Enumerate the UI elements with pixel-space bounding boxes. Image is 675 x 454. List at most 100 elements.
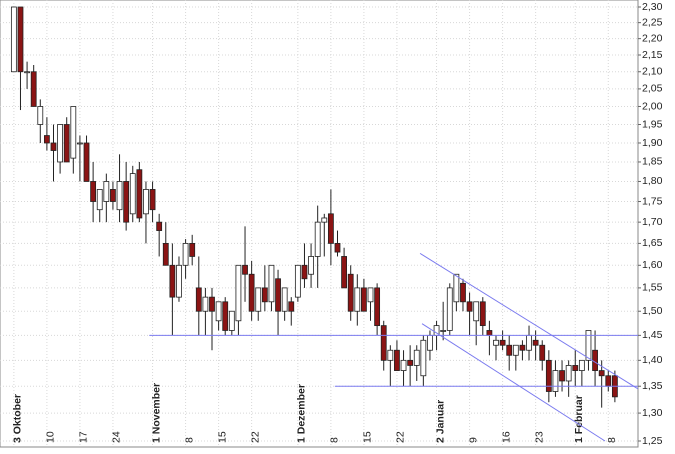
x-tick-label: 1 Februar: [573, 395, 585, 443]
candle-body: [149, 189, 156, 211]
candle-body: [559, 370, 565, 382]
candle-body: [50, 142, 57, 151]
candle-body: [479, 301, 486, 327]
candle-body: [63, 124, 70, 163]
candle-body: [453, 273, 460, 303]
candle-body: [413, 349, 420, 366]
candle-body: [473, 301, 480, 322]
y-tick-label: 1,55: [642, 282, 663, 294]
candle-body: [294, 264, 301, 298]
candle-body: [10, 6, 17, 73]
y-tick-label: 1,65: [642, 237, 663, 249]
candle-body: [90, 181, 97, 202]
candle-body: [347, 273, 354, 312]
candle-body: [162, 242, 169, 266]
candle-body: [572, 365, 579, 371]
candle-body: [136, 169, 143, 219]
candle-body: [526, 334, 532, 351]
y-tick-label: 1,25: [642, 435, 663, 447]
candle-body: [427, 334, 433, 351]
candle-body: [268, 264, 275, 303]
candle-body: [466, 301, 473, 312]
candle-body: [354, 287, 361, 312]
candle-body: [552, 370, 559, 392]
candle-body: [499, 339, 506, 346]
candle-body: [77, 142, 83, 145]
candle-body: [394, 349, 400, 371]
candle-body: [209, 296, 215, 312]
candle-body: [202, 296, 209, 312]
candle-body: [242, 264, 248, 275]
candle-body: [380, 325, 387, 361]
candle-body: [565, 365, 572, 382]
y-tick-label: 1,95: [642, 118, 663, 130]
candle-body: [228, 310, 235, 331]
x-tick-label: 16: [500, 431, 512, 443]
candle-body: [37, 106, 44, 125]
x-tick-label: 22: [395, 431, 407, 443]
candle-body: [96, 189, 103, 211]
candle-body: [532, 339, 539, 346]
x-tick-label: 15: [362, 431, 374, 443]
y-tick-label: 2,20: [642, 32, 663, 44]
y-tick-label: 1,85: [642, 156, 663, 168]
y-tick-label: 1,35: [642, 380, 663, 392]
x-tick-label: 3 Oktober: [12, 394, 24, 443]
candle-body: [70, 106, 77, 159]
y-tick-label: 2,15: [642, 49, 663, 61]
candle-body: [43, 135, 50, 144]
y-tick-label: 1,40: [642, 354, 663, 366]
x-tick-label: 2 Januar: [434, 400, 446, 443]
candle-body: [261, 287, 268, 303]
candle-body: [545, 359, 552, 392]
candle-body: [215, 301, 222, 322]
candle-body: [407, 359, 414, 366]
candle-body: [248, 273, 255, 312]
y-tick-label: 2,25: [642, 16, 663, 28]
candle-body: [308, 256, 314, 275]
candle-body: [334, 242, 341, 253]
candle-body: [486, 330, 493, 336]
candle-body: [301, 264, 308, 280]
candle-body: [446, 287, 453, 331]
candle-body: [17, 6, 24, 73]
candle-body: [400, 359, 407, 371]
candle-body: [281, 287, 288, 312]
x-tick-label: 23: [533, 431, 545, 443]
x-tick-label: 22: [249, 431, 261, 443]
candle-body: [493, 339, 499, 346]
x-tick-label: 15: [216, 431, 228, 443]
candle-body: [116, 181, 123, 211]
candle-body: [57, 124, 64, 163]
x-tick-label: 8: [329, 437, 341, 443]
y-tick-label: 2,30: [642, 1, 663, 13]
y-tick-label: 2,05: [642, 83, 663, 95]
candle-body: [288, 301, 295, 312]
candle-body: [506, 344, 513, 356]
y-tick-label: 1,45: [642, 329, 663, 341]
candle-body: [440, 330, 447, 332]
x-tick-label: 1 Dezember: [296, 384, 308, 443]
x-tick-label: 8: [606, 437, 618, 443]
x-tick-label: 8: [183, 437, 195, 443]
candle-body: [598, 370, 605, 377]
candle-body: [275, 278, 281, 312]
x-tick-label: 17: [78, 431, 90, 443]
candle-body: [367, 287, 374, 303]
candle-body: [314, 221, 321, 257]
y-tick-label: 1,50: [642, 305, 663, 317]
y-tick-label: 1,70: [642, 216, 663, 228]
candle-body: [585, 330, 592, 361]
candle-body: [222, 301, 229, 331]
candle-body: [387, 349, 394, 361]
candle-body: [176, 264, 182, 298]
candle-body: [110, 189, 116, 202]
trend-line: [421, 323, 606, 442]
candle-body: [605, 375, 612, 387]
x-tick-label: 24: [111, 431, 123, 443]
candle-body: [341, 256, 347, 289]
candle-body: [156, 221, 163, 231]
candle-body: [30, 71, 37, 107]
y-tick-label: 2,10: [642, 66, 663, 78]
